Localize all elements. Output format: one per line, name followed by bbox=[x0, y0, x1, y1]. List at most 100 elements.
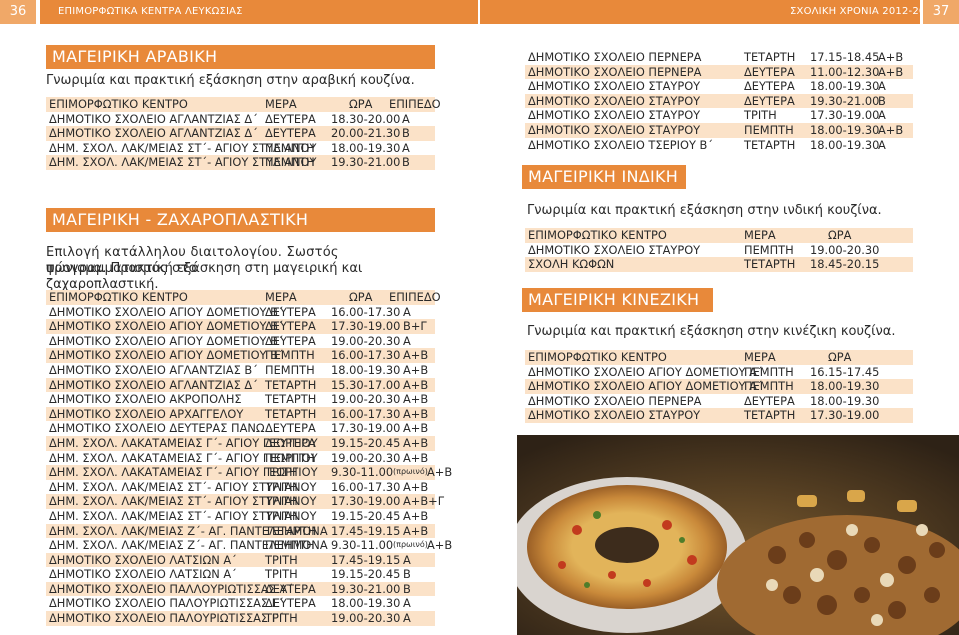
cell-level: Α bbox=[403, 333, 411, 348]
cell-time: 19.00-20.30 bbox=[331, 450, 401, 465]
table-row: ΔΗΜΟΤΙΚΟ ΣΧΟΛΕΙΟ ΠΑΛΟΥΡΙΩΤΙΣΣΑΣ Γ΄ ΔΕΥΤΕΡ… bbox=[46, 596, 435, 612]
table-row: ΔΗΜΟΤΙΚΟ ΣΧΟΛΕΙΟ ΣΤΑΥΡΟΥ ΔΕΥΤΕΡΑ 18.00-19.… bbox=[525, 79, 913, 94]
cell-centre: ΔΗΜΟΤΙΚΟ ΣΧΟΛΕΙΟ ΑΓΛΑΝΤΖΙΑΣ Β΄ bbox=[49, 362, 258, 377]
table-header: ΕΠΙΜΟΡΦΩΤΙΚΟ ΚΕΝΤΡΟ ΜΕΡΑ ΩΡΑ bbox=[525, 350, 913, 365]
food-photo bbox=[517, 435, 959, 635]
cell-time: 18.00-19.30 bbox=[810, 393, 880, 408]
cell-centre: ΔΗΜ. ΣΧΟΛ. ΛΑΚ/ΜΕΙΑΣ ΣΤ΄- ΑΓΙΟΥ ΣΤΥΛΙΑΝΟ… bbox=[49, 479, 317, 494]
cell-day: ΠΕΜΠΤΗ bbox=[265, 348, 315, 363]
cell-time: 19.00-20.30 bbox=[810, 242, 880, 257]
cell-level: Α bbox=[402, 111, 410, 126]
cell-centre: ΔΗΜΟΤΙΚΟ ΣΧΟΛΕΙΟ ΑΓΙΟΥ ΔΟΜΕΤΙΟΥ Β΄ bbox=[49, 304, 284, 319]
cell-day: ΤΡΙΤΗ bbox=[744, 108, 777, 123]
cell-time: 9.30-11.00 bbox=[331, 465, 394, 480]
cell-day: ΔΕΥΤΕΡΑ bbox=[265, 596, 316, 611]
cell-centre: ΔΗΜΟΤΙΚΟ ΣΧΟΛΕΙΟ ΣΤΑΥΡΟΥ bbox=[528, 79, 701, 94]
cell-centre: ΔΗΜΟΤΙΚΟ ΣΧΟΛΕΙΟ ΤΣΕΡΙΟΥ Β΄ bbox=[528, 137, 714, 152]
cell-time: 18.45-20.15 bbox=[810, 257, 880, 272]
cell-level: Α+Β bbox=[403, 421, 429, 436]
table-row: ΔΗΜΟΤΙΚΟ ΣΧΟΛΕΙΟ ΑΓΙΟΥ ΔΟΜΕΤΙΟΥ Β΄ ΔΕΥΤΕΡ… bbox=[46, 319, 435, 334]
cell-day: ΔΕΥΤΕΡΑ bbox=[744, 393, 795, 408]
cell-day: ΔΕΥΤΕΡΑ bbox=[265, 581, 316, 596]
cell-level: Α+Β bbox=[403, 479, 429, 494]
cell-time: 19.15-20.45 bbox=[331, 435, 401, 450]
table-row: ΔΗΜΟΤΙΚΟ ΣΧΟΛΕΙΟ ΣΤΑΥΡΟΥ ΤΡΙΤΗ 17.30-19.00… bbox=[525, 108, 913, 123]
left-page-number: 36 bbox=[0, 0, 36, 24]
cell-centre: ΔΗΜΟΤΙΚΟ ΣΧΟΛΕΙΟ ΑΓΙΟΥ ΔΟΜΕΤΙΟΥ Β΄ bbox=[49, 333, 284, 348]
table-row: ΔΗΜΟΤΙΚΟ ΣΧΟΛΕΙΟ ΑΓΙΟΥ ΔΟΜΕΤΙΟΥ Β΄ ΔΕΥΤΕΡ… bbox=[46, 304, 435, 320]
cell-day: ΤΡΙΤΗ bbox=[265, 508, 298, 523]
cell-level: Α+Β+Γ bbox=[403, 494, 445, 509]
table-row: ΔΗΜΟΤΙΚΟ ΣΧΟΛΕΙΟ ΑΓΙΟΥ ΔΟΜΕΤΙΟΥ Α΄ ΠΕΜΠΤΗ… bbox=[525, 364, 913, 380]
schedule-table-indian: ΕΠΙΜΟΡΦΩΤΙΚΟ ΚΕΝΤΡΟ ΜΕΡΑ ΩΡΑ ΔΗΜΟΤΙΚΟ ΣΧΟΛΕ… bbox=[525, 228, 913, 272]
cell-centre: ΔΗΜΟΤΙΚΟ ΣΧΟΛΕΙΟ ΠΑΛΟΥΡΙΩΤΙΣΣΑΣ Γ΄ bbox=[49, 611, 284, 626]
cell-day: ΔΕΥΤΕΡΑ bbox=[265, 319, 316, 334]
cell-time: 19.30-21.00 bbox=[331, 581, 401, 596]
cell-centre: ΔΗΜ. ΣΧΟΛ. ΛΑΚ/ΜΕΙΑΣ ΣΤ΄- ΑΓΙΟΥ ΣΤΥΛΙΑΝΟ… bbox=[49, 140, 317, 155]
cell-centre: ΔΗΜ. ΣΧΟΛ. ΛΑΚΑΤΑΜΕΙΑΣ Γ΄- ΑΓΙΟΥ ΓΕΩΡΓΙΟ… bbox=[49, 450, 318, 465]
cell-time: 20.00-21.30 bbox=[331, 126, 401, 141]
cell-centre: ΔΗΜ. ΣΧΟΛ. ΛΑΚΑΤΑΜΕΙΑΣ Γ΄- ΑΓΙΟΥ ΓΕΩΡΓΙΟ… bbox=[49, 465, 318, 480]
schedule-table-pastry-continued: ΔΗΜΟΤΙΚΟ ΣΧΟΛΕΙΟ ΠΕΡΝΕΡΑ ΤΕΤΑΡΤΗ 17.15-18.… bbox=[525, 50, 913, 153]
column-header-time: ΩΡΑ bbox=[828, 228, 852, 242]
cell-level: Α bbox=[878, 79, 886, 94]
column-header-time: ΩΡΑ bbox=[349, 97, 373, 111]
table-row: ΔΗΜΟΤΙΚΟ ΣΧΟΛΕΙΟ ΑΚΡΟΠΟΛΗΣ ΤΕΤΑΡΤΗ 19.00-2… bbox=[46, 392, 435, 407]
column-header-time: ΩΡΑ bbox=[828, 350, 852, 364]
section-heading-chinese: ΜΑΓΕΙΡΙΚΗ ΚΙΝΕΖΙΚΗ bbox=[522, 288, 713, 312]
cell-centre: ΔΗΜΟΤΙΚΟ ΣΧΟΛΕΙΟ ΑΓΛΑΝΤΖΙΑΣ Δ΄ bbox=[49, 377, 258, 392]
cell-time: 18.00-19.30 bbox=[331, 362, 401, 377]
table-row: ΔΗΜΟΤΙΚΟ ΣΧΟΛΕΙΟ ΑΡΧΑΓΓΕΛΟΥ ΤΕΤΑΡΤΗ 16.00-… bbox=[46, 406, 435, 422]
cell-level: Α bbox=[402, 140, 410, 155]
cell-time: 17.45-19.15 bbox=[331, 523, 401, 538]
food-photo-illustration bbox=[517, 435, 959, 635]
cell-time: 17.30-19.00 bbox=[331, 494, 401, 509]
cell-level: Α bbox=[878, 108, 886, 123]
cell-day: ΤΡΙΤΗ bbox=[265, 567, 298, 582]
cell-day: ΔΕΥΤΕΡΑ bbox=[265, 333, 316, 348]
right-header-strip bbox=[480, 0, 920, 24]
column-header-day: ΜΕΡΑ bbox=[265, 97, 297, 111]
cell-time: 19.00-20.30 bbox=[331, 611, 401, 626]
cell-day: ΤΕΤΑΡΤΗ bbox=[744, 408, 796, 423]
cell-level: Α+Β bbox=[403, 450, 429, 465]
cell-centre: ΔΗΜΟΤΙΚΟ ΣΧΟΛΕΙΟ ΑΓΛΑΝΤΖΙΑΣ Δ΄ bbox=[49, 111, 258, 126]
cell-level: Β bbox=[402, 126, 410, 141]
cell-centre: ΔΗΜΟΤΙΚΟ ΣΧΟΛΕΙΟ ΣΤΑΥΡΟΥ bbox=[528, 408, 701, 423]
cell-day: ΤΡΙΤΗ bbox=[265, 479, 298, 494]
table-row: ΔΗΜΟΤΙΚΟ ΣΧΟΛΕΙΟ ΣΤΑΥΡΟΥ ΤΕΤΑΡΤΗ 17.30-19.… bbox=[525, 408, 913, 423]
table-row: ΔΗΜ. ΣΧΟΛ. ΛΑΚ/ΜΕΙΑΣ Ζ΄- ΑΓ. ΠΑΝΤΕΛΕΗΜΟΝ… bbox=[46, 523, 435, 539]
cell-time: 19.15-20.45 bbox=[331, 508, 401, 523]
cell-time: 16.00-17.30 bbox=[331, 479, 401, 494]
cell-level: Α+Β bbox=[403, 435, 429, 450]
table-row: ΔΗΜΟΤΙΚΟ ΣΧΟΛΕΙΟ ΑΓΛΑΝΤΖΙΑΣ Β΄ ΠΕΜΠΤΗ 18.0… bbox=[46, 362, 435, 378]
cell-centre: ΔΗΜΟΤΙΚΟ ΣΧΟΛΕΙΟ ΑΓΛΑΝΤΖΙΑΣ Δ΄ bbox=[49, 126, 258, 141]
column-header-time: ΩΡΑ bbox=[349, 290, 373, 304]
cell-level: Β bbox=[402, 155, 410, 170]
section-description-indian: Γνωριμία και πρακτική εξάσκηση στην ινδι… bbox=[527, 203, 882, 218]
table-row: ΔΗΜ. ΣΧΟΛ. ΛΑΚΑΤΑΜΕΙΑΣ Γ΄- ΑΓΙΟΥ ΓΕΩΡΓΙΟ… bbox=[46, 435, 435, 451]
table-row: ΔΗΜΟΤΙΚΟ ΣΧΟΛΕΙΟ ΔΕΥΤΕΡΑΣ ΠΑΝΩ ΔΕΥΤΕΡΑ 17.… bbox=[46, 421, 435, 436]
cell-level: Α+Β bbox=[403, 508, 429, 523]
table-row: ΔΗΜΟΤΙΚΟ ΣΧΟΛΕΙΟ ΠΕΡΝΕΡΑ ΔΕΥΤΕΡΑ 18.00-19.… bbox=[525, 393, 913, 409]
table-header: ΕΠΙΜΟΡΦΩΤΙΚΟ ΚΕΝΤΡΟ ΜΕΡΑ ΩΡΑ ΕΠΙΠΕΔΟ bbox=[46, 290, 441, 305]
cell-time: 11.00-12.30 bbox=[810, 64, 880, 79]
cell-level: Α bbox=[403, 552, 411, 567]
column-header-day: ΜΕΡΑ bbox=[744, 228, 776, 242]
cell-level: Β bbox=[403, 581, 411, 596]
cell-day: ΤΡΙΤΗ bbox=[265, 494, 298, 509]
cell-time: 19.00-20.30 bbox=[331, 333, 401, 348]
table-header: ΕΠΙΜΟΡΦΩΤΙΚΟ ΚΕΝΤΡΟ ΜΕΡΑ ΩΡΑ ΕΠΙΠΕΔΟ bbox=[46, 97, 441, 112]
cell-centre: ΔΗΜΟΤΙΚΟ ΣΧΟΛΕΙΟ ΑΓΙΟΥ ΔΟΜΕΤΙΟΥ Α΄ bbox=[528, 364, 763, 379]
cell-time: 16.00-17.30 bbox=[331, 348, 401, 363]
schedule-table-chinese: ΕΠΙΜΟΡΦΩΤΙΚΟ ΚΕΝΤΡΟ ΜΕΡΑ ΩΡΑ ΔΗΜΟΤΙΚΟ ΣΧΟΛΕ… bbox=[525, 350, 913, 423]
table-header: ΕΠΙΜΟΡΦΩΤΙΚΟ ΚΕΝΤΡΟ ΜΕΡΑ ΩΡΑ bbox=[525, 228, 913, 243]
cell-day: ΠΕΜΠΤΗ bbox=[265, 450, 315, 465]
table-row: ΔΗΜΟΤΙΚΟ ΣΧΟΛΕΙΟ ΑΓΛΑΝΤΖΙΑΣ Δ΄ ΔΕΥΤΕΡΑ 18.… bbox=[46, 111, 435, 127]
cell-centre: ΔΗΜΟΤΙΚΟ ΣΧΟΛΕΙΟ ΠΑΛΟΥΡΙΩΤΙΣΣΑΣ Γ΄ bbox=[49, 596, 284, 611]
cell-centre: ΔΗΜΟΤΙΚΟ ΣΧΟΛΕΙΟ ΑΚΡΟΠΟΛΗΣ bbox=[49, 392, 242, 407]
cell-centre: ΔΗΜΟΤΙΚΟ ΣΧΟΛΕΙΟ ΑΓΙΟΥ ΔΟΜΕΤΙΟΥ Α΄ bbox=[528, 379, 763, 394]
column-header-day: ΜΕΡΑ bbox=[265, 290, 297, 304]
cell-level: Α bbox=[403, 304, 411, 319]
cell-time: 17.30-19.00 bbox=[331, 421, 401, 436]
